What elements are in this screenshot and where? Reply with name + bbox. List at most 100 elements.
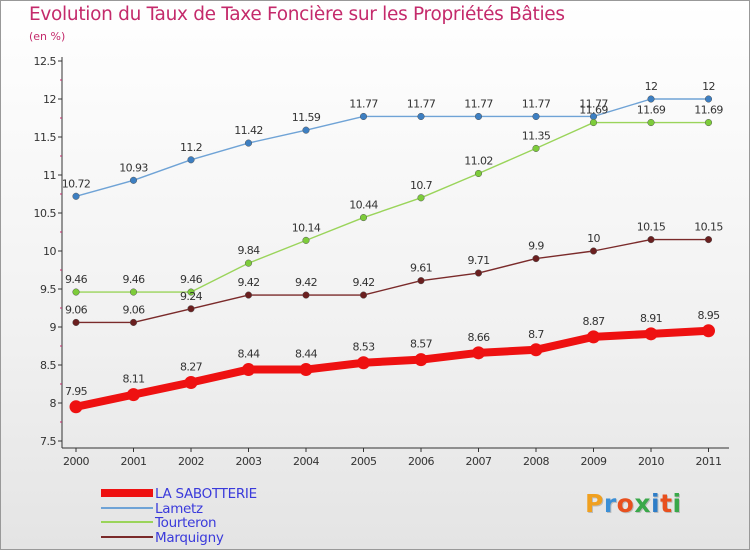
data-point [702,324,715,338]
x-tick-label: 2007 [466,455,492,468]
proxiti-logo: Proxiti [585,489,682,518]
data-point [359,291,368,299]
data-point [69,400,83,414]
data-label: 10.72 [62,177,91,190]
data-label: 8.11 [122,373,144,386]
y-tick-label: 10.5 [34,207,57,220]
series-line-lametz [75,98,710,197]
data-label: 8.57 [410,338,433,351]
data-label: 10.93 [119,161,148,174]
data-point [589,247,598,255]
data-label: 11.69 [637,104,666,117]
data-point [129,318,138,326]
x-tick-label: 2000 [63,455,89,468]
data-label: 9.06 [122,303,145,316]
data-point [532,144,540,152]
y-tick-label: 8.5 [40,359,56,372]
data-point [299,363,313,377]
data-point [129,176,138,184]
legend-label: LA SABOTTERIE [155,486,257,502]
data-label: 8.53 [352,341,375,354]
data-point [129,288,138,296]
data-point [647,95,655,103]
data-label: 11.2 [180,141,202,154]
data-label: 9.42 [352,276,374,289]
y-tick-label: 12.5 [34,55,57,68]
y-tick-label: 9 [50,321,57,334]
data-point [704,119,713,127]
data-label: 9.46 [180,273,203,286]
x-tick-label: 2006 [408,455,434,468]
data-point [704,236,713,244]
x-tick-label: 2003 [236,455,262,468]
series-line-tourteron [75,121,710,293]
data-label: 8.44 [295,348,318,361]
x-tick-label: 2005 [351,455,377,468]
data-point [474,112,483,121]
data-label: 9.61 [410,262,432,275]
data-label: 9.9 [528,240,544,253]
data-point [242,363,255,377]
data-point [644,327,658,341]
data-point [532,255,540,263]
data-label: 7.95 [65,385,88,398]
data-point [589,119,598,127]
data-label: 12 [702,80,715,93]
data-label: 8.7 [528,328,544,341]
legend-swatch [101,535,153,538]
data-label: 9.46 [65,273,88,286]
chart-title: Evolution du Taux de Taxe Foncière sur l… [29,4,565,25]
data-label: 11.35 [522,129,551,142]
data-label: 8.27 [180,360,203,373]
y-tick-label: 8 [50,397,57,410]
data-label: 9.71 [467,254,489,267]
data-label: 8.95 [697,309,720,322]
series-line-la-sabotterie [72,326,713,411]
legend-label: Tourteron [155,515,217,531]
data-point [359,214,368,222]
data-point [472,346,485,360]
data-point [127,388,140,402]
legend-label: Lametz [155,500,203,517]
y-tick-label: 12 [43,93,56,106]
legend-swatch [101,521,153,523]
data-point [357,356,370,370]
data-label: 10.14 [292,221,321,234]
legend-swatch [101,489,153,497]
data-label: 11.77 [464,97,493,110]
data-label: 11.02 [464,154,493,167]
y-tick-label: 11.5 [34,131,57,144]
y-tick-label: 9.5 [40,283,56,296]
data-label: 10.44 [349,199,378,212]
data-label: 8.66 [467,331,490,344]
data-point [474,269,483,277]
data-label: 10.7 [410,179,433,192]
data-point [587,330,600,344]
data-label: 11.77 [407,97,436,110]
data-point [647,119,655,127]
data-point [417,194,425,202]
data-point [244,139,253,147]
data-label: 8.44 [237,348,260,361]
data-label: 11.77 [522,97,551,110]
data-point [647,236,655,244]
data-point [704,95,713,103]
data-point [302,291,310,299]
data-point [72,192,80,200]
data-label: 10.15 [694,221,723,234]
data-point [184,375,198,389]
data-label: 8.91 [640,312,662,325]
data-label: 11.69 [579,104,608,117]
data-label: 9.42 [237,276,259,289]
y-tick-label: 11 [43,169,56,182]
data-label: 11.77 [349,97,378,110]
x-tick-label: 2001 [121,455,147,468]
data-label: 11.42 [234,124,263,137]
data-point [72,288,80,296]
data-label: 11.69 [694,104,723,117]
data-point [474,169,483,178]
data-label: 11.77 [579,97,608,110]
data-label: 9.46 [122,273,145,286]
